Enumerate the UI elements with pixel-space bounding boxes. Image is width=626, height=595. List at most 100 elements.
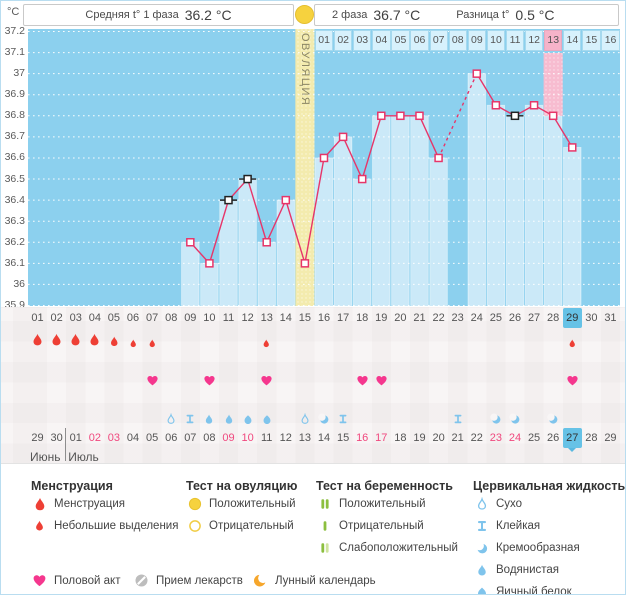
date-cell[interactable]: 25: [527, 432, 541, 444]
cycle-day-cell[interactable]: 02: [50, 312, 63, 324]
legend-item: Водянистая: [474, 562, 559, 577]
phase2-day-cell[interactable]: 10: [486, 30, 506, 51]
cycle-day-cell[interactable]: 20: [394, 312, 407, 324]
drop-red-small-icon: [569, 339, 575, 348]
date-cell[interactable]: 29: [31, 432, 44, 444]
cycle-day-cell[interactable]: 23: [451, 312, 464, 324]
phase2-day-cell[interactable]: 08: [448, 30, 467, 51]
date-cell[interactable]: 14: [317, 432, 331, 444]
cycle-day-cell[interactable]: 03: [69, 312, 82, 324]
phase2-day-cell[interactable]: 16: [601, 30, 620, 51]
cycle-day-cell[interactable]: 19: [375, 312, 388, 324]
cycle-day-cell[interactable]: 27: [527, 312, 541, 324]
phase2-day-cell[interactable]: 05: [391, 30, 410, 51]
phase2-day-cell[interactable]: 01: [314, 30, 334, 51]
cycle-day-cell[interactable]: 08: [165, 312, 178, 324]
phase2-day-cell[interactable]: 11: [505, 30, 525, 51]
phase2-day-cell[interactable]: 14: [563, 30, 582, 51]
date-cell[interactable]: 16: [356, 432, 369, 444]
y-axis-tick-label: 36.3: [4, 214, 25, 227]
date-cell[interactable]: 30: [50, 432, 63, 444]
cycle-day-cell[interactable]: 31: [604, 312, 617, 324]
date-cell[interactable]: 11: [260, 432, 273, 444]
temperature-line-segment: [552, 115, 573, 148]
date-cell[interactable]: 19: [413, 432, 426, 444]
temperature-line-segment: [418, 115, 440, 159]
cycle-day-cell[interactable]: 26: [508, 312, 522, 324]
temperature-line-segment: [476, 73, 497, 106]
cycle-day-cell[interactable]: 06: [126, 312, 140, 324]
y-axis-tick-label: 37: [13, 67, 25, 80]
cycle-day-cell[interactable]: 05: [107, 312, 121, 324]
cycle-day-cell[interactable]: 16: [317, 312, 331, 324]
test-one-bar-icon: [323, 520, 326, 531]
measured-day-bar: [524, 104, 544, 306]
date-cell[interactable]: 03: [107, 432, 121, 444]
date-cell[interactable]: 15: [336, 432, 350, 444]
cycle-day-cell[interactable]: 07: [146, 312, 159, 324]
legend-item: Небольшие выделения: [32, 518, 178, 533]
drop-red-big-icon: [33, 333, 42, 345]
date-cell[interactable]: 13: [298, 432, 312, 444]
date-cell[interactable]: 23: [489, 432, 502, 444]
date-cell[interactable]: 28: [585, 432, 598, 444]
date-cell[interactable]: 18: [394, 432, 407, 444]
legend-item-label: Отрицательный: [339, 519, 424, 532]
phase2-day-cell[interactable]: 03: [353, 30, 372, 51]
cycle-day-cell[interactable]: 10: [203, 312, 216, 324]
date-cell[interactable]: 20: [432, 432, 445, 444]
cycle-day-cell[interactable]: 24: [470, 312, 483, 324]
date-cell[interactable]: 04: [126, 432, 140, 444]
date-cell[interactable]: 12: [279, 432, 292, 444]
date-cell[interactable]: 06: [165, 432, 178, 444]
temperature-line-segment: [285, 199, 306, 264]
date-cell[interactable]: 07: [184, 432, 197, 444]
cycle-day-cell[interactable]: 30: [585, 312, 598, 324]
measured-day-bar: [505, 115, 525, 306]
test-two-bars-icon: [320, 498, 329, 509]
date-cell[interactable]: 27: [562, 428, 582, 448]
cycle-day-cell[interactable]: 17: [336, 312, 350, 324]
date-cell[interactable]: 02: [88, 432, 101, 444]
phase2-day-cell[interactable]: 13: [544, 30, 563, 51]
phase2-day-cell[interactable]: 09: [467, 30, 486, 51]
cycle-day-cell[interactable]: 14: [279, 312, 292, 324]
date-cell[interactable]: 17: [375, 432, 388, 444]
heart-pink-icon: [357, 375, 368, 386]
date-cell[interactable]: 26: [547, 432, 560, 444]
measured-day-bar: [181, 241, 200, 306]
date-cell[interactable]: 09: [222, 432, 235, 444]
date-cell[interactable]: 05: [146, 432, 159, 444]
cycle-day-cell[interactable]: 04: [88, 312, 101, 324]
phase2-day-cell[interactable]: 06: [410, 30, 429, 51]
cycle-day-cell[interactable]: 21: [413, 312, 426, 324]
cycle-day-cell[interactable]: 11: [222, 312, 235, 324]
cycle-day-cell[interactable]: 22: [432, 312, 445, 324]
phase2-day-cell[interactable]: 15: [582, 30, 601, 51]
cycle-day-cell[interactable]: 25: [489, 312, 502, 324]
date-cell[interactable]: 24: [508, 432, 522, 444]
date-cell[interactable]: 08: [203, 432, 216, 444]
phase2-day-cell[interactable]: 02: [334, 30, 353, 51]
cycle-day-cell[interactable]: 12: [241, 312, 254, 324]
date-cell[interactable]: 21: [451, 432, 464, 444]
cycle-day-cell[interactable]: 13: [260, 312, 273, 324]
cycle-day-cell[interactable]: 01: [31, 312, 44, 324]
phase2-day-cell[interactable]: 04: [372, 30, 391, 51]
date-cell[interactable]: 10: [241, 432, 254, 444]
cycle-day-cell[interactable]: 09: [184, 312, 197, 324]
date-cell[interactable]: 22: [470, 432, 483, 444]
temperature-marker: [377, 111, 386, 121]
cycle-day-cell[interactable]: 18: [356, 312, 369, 324]
measured-day-bar: [486, 104, 506, 306]
cycle-day-cell[interactable]: 28: [547, 312, 560, 324]
phase2-day-cell[interactable]: 12: [525, 30, 544, 51]
date-cell[interactable]: 29: [604, 432, 617, 444]
today-pointer-icon: [568, 448, 577, 452]
cycle-day-cell[interactable]: 15: [298, 312, 312, 324]
temp-diff-label: Разница t°: [456, 9, 510, 21]
cycle-day-cell[interactable]: 29: [562, 308, 582, 328]
drop-blue-icon: [477, 564, 486, 575]
date-cell[interactable]: 01: [69, 432, 82, 444]
phase2-day-cell[interactable]: 07: [429, 30, 448, 51]
